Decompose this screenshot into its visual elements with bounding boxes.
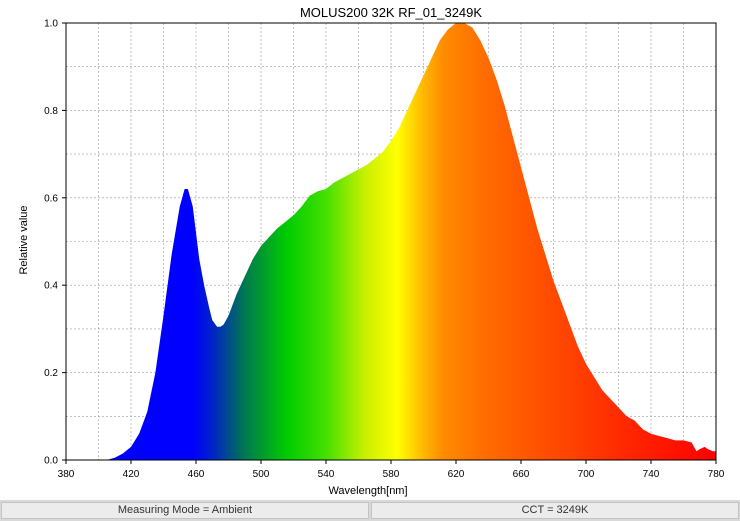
x-tick-label: 540: [318, 469, 335, 480]
measuring-mode-field: Measuring Mode = Ambient: [1, 502, 369, 519]
chart: 380 420 460 500 540 580 620 660 700 740 780 0.0 0.2…: [18, 5, 725, 497]
y-axis-label: Relative value: [18, 205, 30, 274]
x-axis-label: Wavelength[nm]: [328, 485, 407, 497]
x-axis: 380 420 460 500 540 580 620 660 700 740 780: [58, 460, 725, 480]
x-tick-label: 740: [643, 469, 660, 480]
x-tick-label: 580: [383, 469, 400, 480]
cct-field: CCT = 3249K: [371, 502, 739, 519]
x-tick-label: 780: [708, 469, 725, 480]
x-tick-label: 420: [123, 469, 140, 480]
y-tick-label: 0.2: [44, 368, 58, 379]
x-tick-label: 620: [448, 469, 465, 480]
spectrum-area: [98, 23, 716, 460]
chart-title: MOLUS200 32K RF_01_3249K: [300, 5, 482, 20]
y-tick-label: 0.8: [44, 106, 58, 117]
x-tick-label: 500: [253, 469, 270, 480]
y-tick-label: 0.0: [44, 456, 58, 467]
x-tick-label: 700: [578, 469, 595, 480]
x-tick-label: 380: [58, 469, 75, 480]
y-tick-label: 0.6: [44, 193, 58, 204]
x-tick-label: 460: [188, 469, 205, 480]
status-bar: Measuring Mode = Ambient CCT = 3249K: [0, 500, 740, 521]
y-axis: 0.0 0.2 0.4 0.6 0.8 1.0: [44, 19, 66, 467]
y-tick-label: 0.4: [44, 281, 58, 292]
x-tick-label: 660: [513, 469, 530, 480]
y-tick-label: 1.0: [44, 19, 58, 30]
